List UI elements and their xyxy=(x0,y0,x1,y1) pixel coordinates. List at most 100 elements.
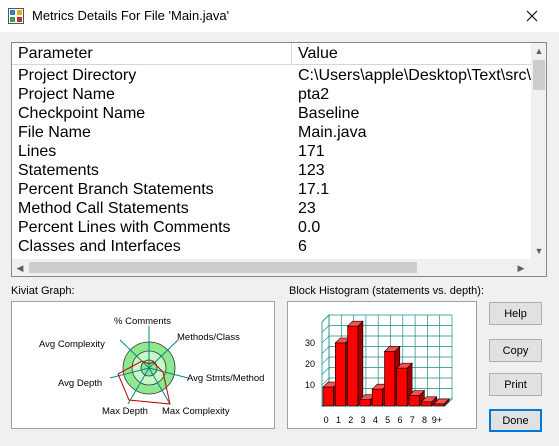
histogram-bar xyxy=(396,367,408,407)
histogram-bar xyxy=(408,395,420,407)
help-button[interactable]: Help xyxy=(489,302,542,325)
scroll-right-icon[interactable]: ▶ xyxy=(517,263,525,273)
histogram-bar xyxy=(421,401,432,407)
histogram-bar xyxy=(359,399,371,407)
histogram-x-tick: 6 xyxy=(397,415,402,425)
histogram-bar xyxy=(322,386,334,407)
histogram-gridline xyxy=(321,356,330,365)
table-row[interactable]: Percent Lines with Comments 0.0 xyxy=(12,218,531,237)
histogram-x-tick: 9+ xyxy=(432,415,442,425)
kiviat-axis-label: % Comments xyxy=(114,316,171,327)
histogram-x-tick: 0 xyxy=(324,415,329,425)
kiviat-axis-label: Avg Complexity xyxy=(39,339,105,350)
histogram-bar xyxy=(334,342,346,407)
header-value[interactable]: Value xyxy=(298,45,338,62)
histogram-gridline xyxy=(321,335,330,344)
table-row[interactable]: Method Call Statements 23 xyxy=(12,199,531,218)
table-row[interactable]: Percent Branch Statements 17.1 xyxy=(12,180,531,199)
histogram-x-tick: 3 xyxy=(361,415,366,425)
table-body: Project Directory C:\Users\apple\Desktop… xyxy=(12,66,531,259)
value-cell: pta2 xyxy=(298,86,330,103)
kiviat-value-polygon xyxy=(117,360,171,405)
parameter-cell: Percent Branch Statements xyxy=(18,181,214,198)
table-row[interactable]: Statements 123 xyxy=(12,161,531,180)
value-cell: 171 xyxy=(298,143,325,160)
kiviat-axis-label: Max Complexity xyxy=(162,406,230,417)
close-button[interactable] xyxy=(505,0,559,32)
histogram-bar xyxy=(384,351,396,407)
parameter-cell: Project Directory xyxy=(18,67,137,84)
histogram-gridline xyxy=(321,346,330,354)
done-button[interactable]: Done xyxy=(489,409,542,432)
table-row[interactable]: File Name Main.java xyxy=(12,123,531,142)
kiviat-axis-label: Avg Stmts/Method xyxy=(187,373,264,384)
scroll-down-icon[interactable]: ▼ xyxy=(534,246,544,256)
kiviat-axis xyxy=(148,367,171,405)
histogram-bar xyxy=(347,325,359,407)
kiviat-axis-label: Methods/Class xyxy=(177,332,240,343)
parameter-cell: Project Name xyxy=(18,86,115,103)
histogram-x-tick: 5 xyxy=(385,415,390,425)
table-row[interactable]: Project Name pta2 xyxy=(12,85,531,104)
vertical-scrollbar[interactable]: ▲ ▼ xyxy=(531,43,546,259)
close-icon xyxy=(526,10,538,22)
copy-button[interactable]: Copy xyxy=(489,339,542,362)
print-button[interactable]: Print xyxy=(489,373,542,396)
histogram-bar xyxy=(371,388,383,407)
histogram-bar xyxy=(433,403,445,407)
scroll-up-icon[interactable]: ▲ xyxy=(534,46,544,56)
metrics-table[interactable]: Parameter Value Project Directory C:\Use… xyxy=(11,42,547,277)
horizontal-scroll-thumb[interactable] xyxy=(29,262,417,273)
table-header: Parameter Value xyxy=(12,43,531,65)
histogram-gridline xyxy=(321,377,330,386)
window-title: Metrics Details For File 'Main.java' xyxy=(32,8,230,23)
value-cell: 17.1 xyxy=(298,181,330,198)
histogram-y-tick: 30 xyxy=(305,338,315,348)
table-row[interactable]: Checkpoint Name Baseline xyxy=(12,104,531,123)
table-row[interactable]: Lines 171 xyxy=(12,142,531,161)
histogram-gridline xyxy=(321,367,330,375)
histogram-x-tick: 1 xyxy=(336,415,341,425)
parameter-cell: Percent Lines with Comments xyxy=(18,219,231,236)
histogram-x-tick: 7 xyxy=(410,415,415,425)
parameter-cell: Method Call Statements xyxy=(18,200,189,217)
block-histogram: 0 1 2 3 4 5 6 7 8 9+ 10 20 30 xyxy=(287,301,477,429)
kiviat-axis xyxy=(109,367,150,379)
horizontal-scrollbar[interactable]: ◀ ▶ xyxy=(12,259,531,276)
kiviat-label: Kiviat Graph: xyxy=(11,285,75,297)
value-cell: C:\Users\apple\Desktop\Text\src\ xyxy=(298,67,531,84)
header-parameter[interactable]: Parameter xyxy=(12,43,292,65)
histogram-label: Block Histogram (statements vs. depth): xyxy=(289,285,485,297)
value-cell: Baseline xyxy=(298,105,360,122)
table-row[interactable]: Project Directory C:\Users\apple\Desktop… xyxy=(12,66,531,85)
kiviat-axis xyxy=(119,339,150,369)
histogram-x-tick: 8 xyxy=(422,415,427,425)
histogram-x-tick: 4 xyxy=(373,415,378,425)
histogram-y-tick: 10 xyxy=(305,380,315,390)
title-bar: Metrics Details For File 'Main.java' xyxy=(0,0,559,32)
value-cell: 0.0 xyxy=(298,219,321,236)
kiviat-axis-label: Max Depth xyxy=(102,406,148,417)
histogram-x-tick: 2 xyxy=(348,415,353,425)
value-cell: 6 xyxy=(298,238,307,255)
histogram-gridline xyxy=(321,314,330,323)
histogram-y-tick: 20 xyxy=(305,359,315,369)
parameter-cell: File Name xyxy=(18,124,91,141)
kiviat-graph: % Comments Methods/Class Avg Stmts/Metho… xyxy=(11,301,275,429)
app-grid-icon xyxy=(8,8,24,24)
value-cell: 23 xyxy=(298,200,316,217)
parameter-cell: Classes and Interfaces xyxy=(18,238,181,255)
parameter-cell: Statements xyxy=(18,162,99,179)
scroll-corner xyxy=(531,259,546,276)
table-row[interactable]: Classes and Interfaces 6 xyxy=(12,237,531,256)
parameter-cell: Checkpoint Name xyxy=(18,105,146,122)
scroll-left-icon[interactable]: ◀ xyxy=(16,263,24,273)
kiviat-axis xyxy=(127,367,150,405)
kiviat-axis-label: Avg Depth xyxy=(58,378,102,389)
value-cell: 123 xyxy=(298,162,325,179)
value-cell: Main.java xyxy=(298,124,367,141)
parameter-cell: Lines xyxy=(18,143,57,160)
histogram-gridline xyxy=(321,325,330,333)
kiviat-axis xyxy=(148,367,189,379)
vertical-scroll-thumb[interactable] xyxy=(533,60,545,90)
